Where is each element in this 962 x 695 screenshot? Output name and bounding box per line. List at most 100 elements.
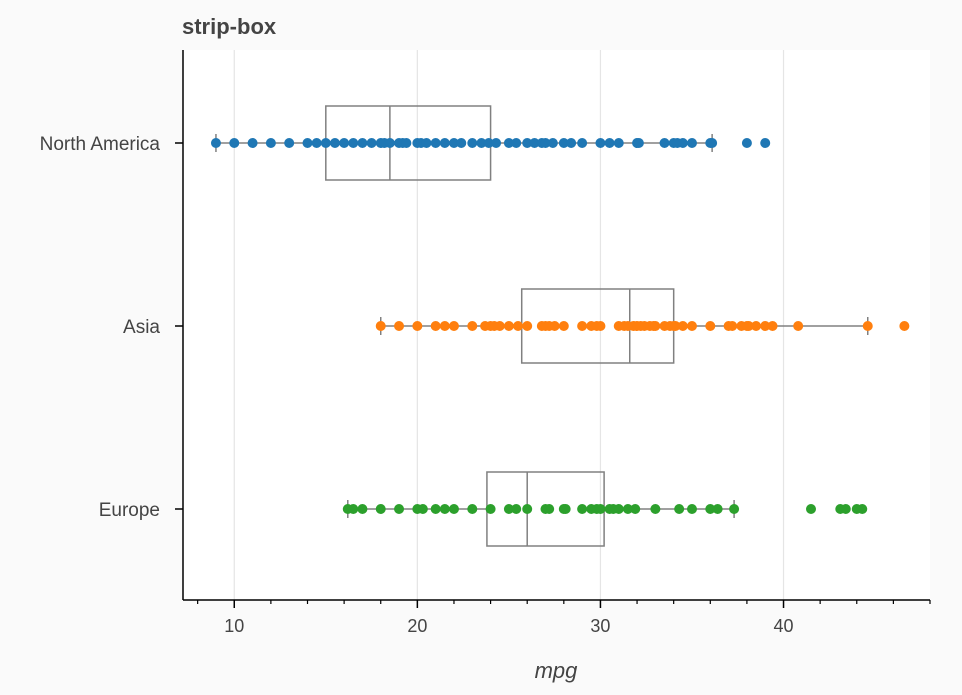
data-point [384,138,395,148]
data-point [857,504,868,514]
data-point [430,321,441,331]
data-point [659,138,670,148]
data-point [511,138,522,148]
y-category-label: Asia [123,317,160,338]
points-europe [342,504,868,514]
x-tick-label: 20 [407,616,427,636]
data-point [375,504,386,514]
data-point [311,138,322,148]
data-point [622,504,633,514]
data-point [560,504,571,514]
data-point [650,321,661,331]
data-point [375,321,386,331]
data-point [767,321,778,331]
data-point [633,138,644,148]
data-point [394,504,405,514]
y-category-label: North America [40,134,161,155]
data-point [705,321,716,331]
data-point [677,138,688,148]
data-point [522,138,533,148]
data-point [712,504,723,514]
data-point [547,138,558,148]
data-point [595,321,606,331]
data-point [558,321,569,331]
data-point [476,138,487,148]
x-tick-label: 10 [224,616,244,636]
data-point [899,321,910,331]
data-point [604,138,615,148]
data-point [503,504,514,514]
data-point [265,138,276,148]
data-point [613,138,624,148]
data-point [430,504,441,514]
data-point [421,138,432,148]
data-point [743,321,754,331]
data-point [456,138,467,148]
data-point [544,504,555,514]
axes: 10 20 30 40 North America Asia Europe [40,50,931,636]
data-point [366,138,377,148]
data-point [751,321,762,331]
data-point [485,504,496,514]
data-point [650,504,661,514]
data-point [448,321,459,331]
data-point [741,138,752,148]
data-point [805,504,816,514]
data-point [760,321,771,331]
data-point [348,504,359,514]
data-point [577,504,588,514]
data-point [613,504,624,514]
data-point [430,138,441,148]
data-point [467,138,478,148]
data-point [210,138,221,148]
data-point [595,138,606,148]
data-point [577,321,588,331]
chart-title: strip-box [182,14,277,39]
data-point [577,138,588,148]
data-point [302,138,313,148]
data-point [566,138,577,148]
data-point [448,504,459,514]
data-point [674,504,685,514]
data-point [412,321,423,331]
data-point [491,138,502,148]
x-tick-label: 30 [590,616,610,636]
data-point [494,321,505,331]
data-point [348,138,359,148]
data-point [229,138,240,148]
data-point [670,321,681,331]
data-point [439,321,450,331]
data-point [357,138,368,148]
points-north-america [210,138,771,148]
data-point [320,138,331,148]
data-point [630,504,641,514]
data-point [448,138,459,148]
strip-points [210,138,910,514]
data-point [339,138,350,148]
data-point [401,138,412,148]
data-point [511,504,522,514]
data-point [760,138,771,148]
data-point [595,504,606,514]
data-point [677,321,688,331]
points-asia [375,321,910,331]
data-point [503,321,514,331]
data-point [522,504,533,514]
data-point [686,504,697,514]
data-point [862,321,873,331]
data-point [284,138,295,148]
data-point [707,138,718,148]
data-point [439,138,450,148]
data-point [467,321,478,331]
data-point [686,321,697,331]
data-point [513,321,524,331]
data-point [540,138,551,148]
x-tick-label: 40 [774,616,794,636]
x-axis-label: mpg [535,658,579,683]
data-point [729,504,740,514]
data-point [793,321,804,331]
data-point [503,138,514,148]
data-point [549,321,560,331]
data-point [417,504,428,514]
